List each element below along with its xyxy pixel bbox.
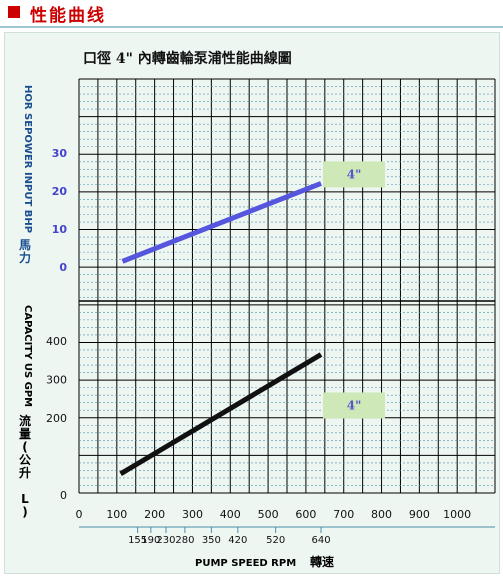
y-tick-label: 0 <box>60 489 67 502</box>
y-tick-label: 400 <box>46 335 67 348</box>
series-line-capacity <box>119 352 323 476</box>
speed-tick-label: 190 <box>141 535 160 546</box>
series-tag-label: 4" <box>347 167 362 181</box>
y-tick-label: 10 <box>52 223 68 236</box>
series-tag-box <box>323 161 386 188</box>
speed-tick-label: 420 <box>228 535 247 546</box>
x-tick-label: 500 <box>258 508 279 521</box>
x-axis-label: PUMP SPEED RPM <box>195 558 296 569</box>
speed-tick-label: 350 <box>202 535 221 546</box>
performance-chart: 口徑 4" 內轉齒輪泵浦性能曲線圖 4"4" 01020300200300400… <box>19 50 496 569</box>
y-axis-label-cn-capacity: 升 <box>19 465 31 480</box>
x-tick-label: 700 <box>333 508 354 521</box>
x-tick-label: 600 <box>295 508 316 521</box>
y-axis-label-cn-capacity: ) <box>22 505 27 519</box>
y-axis-label-cn-capacity: 流 <box>19 413 31 428</box>
header-title: 性能曲线 <box>30 6 106 26</box>
series-tag-label: 4" <box>347 398 362 412</box>
y-axis-label-power: HOR SEPOWER INPUT BHP <box>22 85 33 233</box>
x-tick-label: 100 <box>106 508 127 521</box>
x-tick-label: 400 <box>220 508 241 521</box>
y-axis-label-cn-power: 馬 <box>19 238 31 252</box>
y-tick-label: 20 <box>52 185 68 198</box>
x-tick-label: 300 <box>182 508 203 521</box>
speed-tick-label: 280 <box>175 535 194 546</box>
chart-axis-labels: HOR SEPOWER INPUT BHP 馬力 CAPACITY US GPM 流量… <box>19 85 334 569</box>
speed-tick-label: 155 <box>128 535 147 546</box>
speed-tick-label: 640 <box>311 535 330 546</box>
header-square-icon <box>8 6 20 18</box>
y-axis-label-cn-capacity: L <box>21 492 29 506</box>
chart-series: 4" 4" <box>119 161 386 476</box>
y-axis-label-cn-capacity: 公 <box>19 453 31 467</box>
speed-tick-label: 520 <box>266 535 285 546</box>
chart-grid <box>78 78 496 494</box>
y-axis-label-capacity: CAPACITY US GPM <box>22 305 33 407</box>
header-divider <box>0 26 503 28</box>
x-tick-label: 0 <box>76 508 83 521</box>
y-axis-label-cn-power: 力 <box>19 250 31 265</box>
chart-title: 口徑 4" 內轉齒輪泵浦性能曲線圖 <box>83 50 292 67</box>
x-axis-label-cn: 轉速 <box>310 554 334 569</box>
y-tick-label: 300 <box>46 374 67 387</box>
series-line-power <box>121 181 322 264</box>
y-axis-label-cn-capacity: 量 <box>19 427 31 441</box>
x-tick-label: 1000 <box>443 508 471 521</box>
series-tag-box <box>323 392 386 419</box>
y-tick-label: 0 <box>59 261 67 274</box>
speed-tick-label: 230 <box>156 535 175 546</box>
y-tick-label: 30 <box>52 147 68 160</box>
x-tick-label: 900 <box>409 508 430 521</box>
x-tick-label: 800 <box>371 508 392 521</box>
y-axis-label-cn-capacity: ( <box>22 440 27 454</box>
page-header: 性能曲线 <box>0 0 503 28</box>
chart-panel: 口徑 4" 內轉齒輪泵浦性能曲線圖 4" 4" 0 10 20 30 0 200 300 400… <box>4 32 500 574</box>
y-tick-label: 200 <box>46 412 67 425</box>
x-tick-label: 200 <box>144 508 165 521</box>
